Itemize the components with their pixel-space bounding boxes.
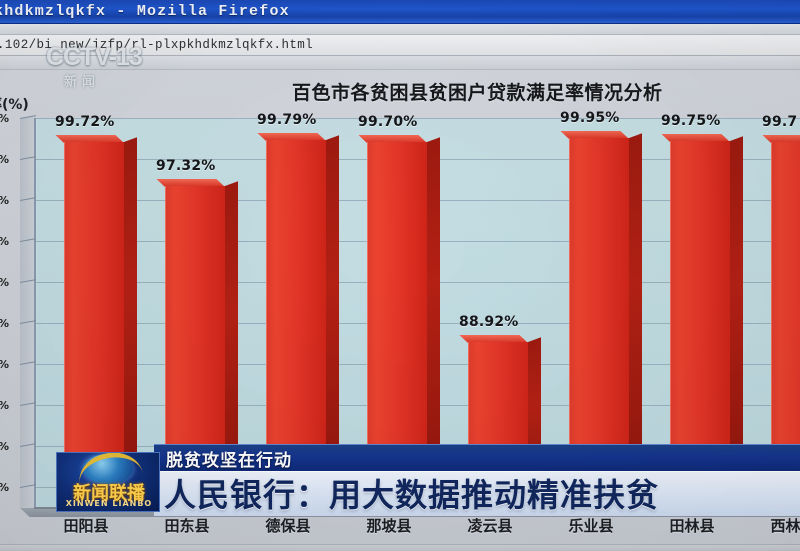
y-axis-tick-label: % xyxy=(0,358,9,371)
plot-area: 99.72% 97.32% 99.79% 99.70% 88.92% 99.95% 99.7… xyxy=(34,110,800,509)
x-axis-category-label: 田东县 xyxy=(164,517,210,535)
bar-value-label: 99.70% xyxy=(358,114,418,131)
bar-value-label: 99.95% xyxy=(560,109,620,126)
page-bottom-band xyxy=(0,544,800,551)
y-axis-tick-label: % xyxy=(0,153,9,166)
y-axis-tick-label: % xyxy=(0,276,9,289)
bar-value-label: 88.92% xyxy=(459,314,519,331)
browser-title-bar: khdkmzlqkfx - Mozilla Firefox xyxy=(0,0,800,24)
xinwen-lianbo-logo: 新闻联播 XINWEN LIANBO xyxy=(56,452,160,512)
bar-value-label: 99.75% xyxy=(661,113,721,130)
x-axis-category-label: 田林县 xyxy=(669,517,715,535)
gridline xyxy=(36,118,800,119)
window-title: khdkmzlqkfx - Mozilla Firefox xyxy=(0,3,290,20)
y-axis-tick-label: % xyxy=(0,112,9,125)
y-axis-tick-label: % xyxy=(0,194,9,207)
x-axis-category-label: 凌云县 xyxy=(467,517,513,535)
x-axis-category-label: 那坡县 xyxy=(366,517,412,535)
x-axis-category-label: 西林县 xyxy=(770,517,800,535)
browser-url-bar[interactable]: .102/bi_new/jzfp/rl-plxpkhdkmzlqkfx.html xyxy=(0,35,800,56)
page-top-strip xyxy=(0,56,800,70)
x-axis-category-label: 乐业县 xyxy=(568,517,614,535)
x-axis-category-label: 德保县 xyxy=(265,517,311,535)
logo-pinyin-text: XINWEN LIANBO xyxy=(65,499,153,508)
bar-front-face xyxy=(64,141,124,508)
y-axis-tick-label: % xyxy=(0,399,9,412)
browser-toolbar[interactable] xyxy=(0,24,800,35)
lower-third-headline-bar xyxy=(154,471,800,516)
bar-value-label: 99.72% xyxy=(55,113,115,130)
logo-chinese-text: 新闻联播 xyxy=(73,483,145,504)
x-axis-category-label: 田阳县 xyxy=(63,517,109,535)
url-text: .102/bi_new/jzfp/rl-plxpkhdkmzlqkfx.html xyxy=(0,38,314,52)
lower-third-headline: 人民银行：用大数据推动精准扶贫 xyxy=(164,476,660,514)
bar-value-label: 99.7 xyxy=(762,114,798,131)
lower-third-kicker: 脱贫攻坚在行动 xyxy=(166,451,292,471)
bar xyxy=(55,134,137,509)
globe-icon xyxy=(83,454,133,484)
y-axis-tick-label: % xyxy=(0,317,9,330)
bar-value-label: 99.79% xyxy=(257,112,317,129)
y-axis-tick-label: % xyxy=(0,235,9,248)
chart-title: 百色市各贫困县贫困户贷款满足率情况分析 xyxy=(292,82,663,104)
lower-third-banner: 脱贫攻坚在行动 人民银行：用大数据推动精准扶贫 新闻联播 XINWEN LIAN… xyxy=(56,444,800,516)
y-axis-tick-label: % xyxy=(0,481,9,494)
lower-third-kicker-bar xyxy=(154,444,800,471)
y-axis-tick-label: % xyxy=(0,440,9,453)
bar-value-label: 97.32% xyxy=(156,158,216,175)
y-axis-title: 率(%) xyxy=(0,97,29,113)
